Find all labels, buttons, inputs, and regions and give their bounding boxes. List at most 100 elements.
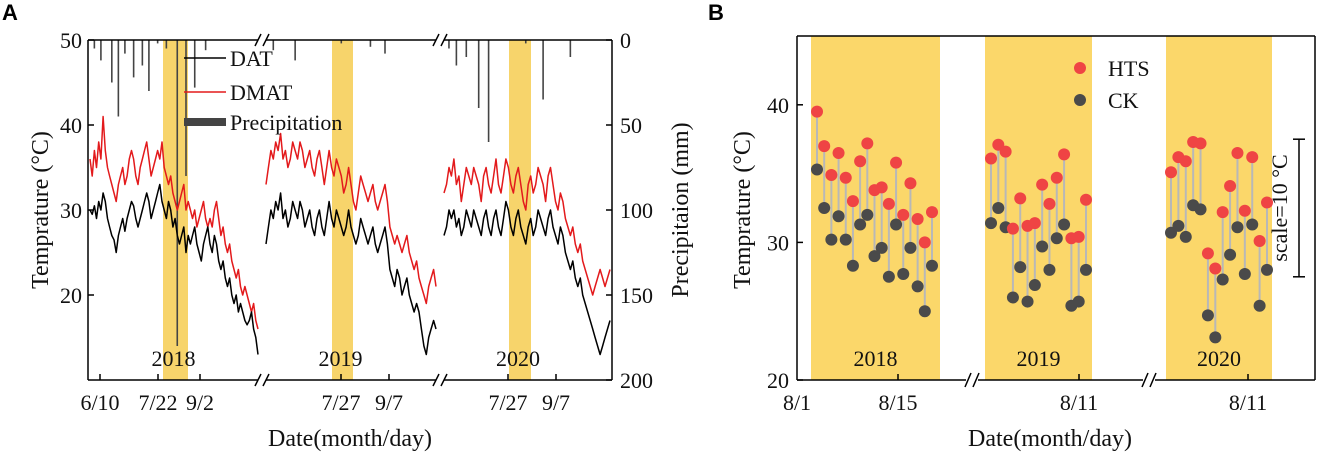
legend-swatch-ck — [1074, 94, 1086, 106]
ck-point — [1028, 279, 1041, 292]
y-tick-label-left: 20 — [60, 283, 82, 308]
hts-point — [882, 197, 895, 210]
year-label-2020: 2020 — [1197, 346, 1241, 371]
axis-break-mark — [262, 33, 270, 47]
hts-point — [1058, 148, 1071, 161]
hts-point — [839, 171, 852, 184]
dmat-line-2019 — [265, 132, 437, 305]
legend-label-dmat: DMAT — [230, 80, 293, 105]
highlight-period-2020 — [509, 40, 531, 380]
ck-point — [1246, 218, 1259, 231]
y-tick-label-right: 50 — [620, 113, 642, 138]
year-label-2020: 2020 — [496, 346, 540, 371]
ck-point — [818, 202, 831, 214]
x-tick-label: 7/27 — [321, 390, 360, 415]
x-tick-label: 9/7 — [375, 390, 403, 415]
ck-point — [1006, 291, 1019, 304]
ck-point — [1194, 203, 1207, 216]
ck-point — [1231, 221, 1244, 234]
hts-point — [897, 208, 910, 221]
ck-point — [890, 218, 903, 231]
year-label-2019: 2019 — [1017, 346, 1061, 371]
ck-point — [1179, 230, 1192, 243]
hts-point — [1238, 204, 1251, 217]
ck-point — [926, 259, 938, 272]
axis-break-mark — [972, 372, 980, 388]
ck-point — [985, 217, 997, 230]
hts-point — [1050, 171, 1063, 184]
hts-point — [832, 146, 845, 159]
hts-point — [1209, 262, 1222, 275]
legend-label-hts: HTS — [1108, 56, 1150, 81]
hts-point — [861, 137, 874, 150]
legend-label-dat: DAT — [230, 46, 273, 71]
axis-break-mark — [440, 373, 448, 387]
year-label-2019: 2019 — [319, 346, 363, 371]
ck-point — [1043, 263, 1056, 276]
y-axis-title-right: Precipitaion (mm) — [668, 122, 694, 297]
hts-point — [1246, 151, 1259, 164]
x-tick-label: 7/22 — [138, 390, 177, 415]
panel-label-b: B — [708, 0, 724, 25]
ck-point — [897, 268, 910, 281]
x-tick-label: 9/2 — [186, 390, 214, 415]
hts-point — [818, 140, 831, 153]
axis-break-mark — [432, 373, 440, 387]
y-tick-label: 40 — [767, 93, 789, 118]
ck-point — [882, 270, 895, 283]
axis-break-mark — [964, 372, 972, 388]
hts-point — [811, 105, 823, 118]
y-axis-title-left: Temprature (°C) — [28, 131, 54, 289]
ck-point — [1238, 268, 1251, 281]
x-tick-label: 8/11 — [1229, 390, 1267, 415]
hts-point — [1028, 217, 1041, 230]
x-tick-label: 7/27 — [488, 390, 527, 415]
ck-point — [1080, 263, 1092, 276]
scale-label: scale=10 °C — [1267, 154, 1292, 261]
ck-point — [1224, 248, 1237, 261]
hts-point — [1165, 166, 1177, 179]
hts-point — [1261, 196, 1273, 209]
hts-point — [926, 206, 938, 219]
axis-break-mark — [262, 373, 270, 387]
hts-point — [1231, 146, 1244, 159]
legend-swatch-precip — [184, 118, 226, 126]
year-label-2018: 2018 — [152, 346, 196, 371]
x-tick-label: 8/15 — [878, 390, 917, 415]
y-axis-title: Temprature (°C) — [730, 131, 756, 289]
dat-line-2019 — [265, 192, 437, 356]
hts-point — [1194, 137, 1207, 150]
y-tick-label-left: 30 — [60, 198, 82, 223]
hts-point — [846, 195, 859, 208]
axis-break-mark — [254, 373, 262, 387]
ck-point — [1216, 273, 1229, 286]
y-tick-label-left: 50 — [60, 28, 82, 53]
chart-panel-b: 20 30 40 8/1 8/15 2018 8/11 2019 8/11 2020 Date(mo… — [730, 35, 1316, 452]
x-tick-label: 8/11 — [1060, 390, 1098, 415]
hts-point — [854, 155, 867, 168]
hts-point — [1080, 193, 1092, 206]
hts-point — [1006, 222, 1019, 235]
dat-line-2018 — [89, 183, 259, 355]
axis-break-mark — [254, 33, 262, 47]
hts-point — [985, 152, 997, 165]
ck-point — [911, 280, 924, 293]
hts-point — [1224, 179, 1237, 192]
ck-point — [1201, 309, 1214, 322]
y-tick-label-right: 100 — [620, 198, 653, 223]
dat-line-2020 — [443, 200, 611, 356]
year-label-2018: 2018 — [854, 346, 898, 371]
hts-point — [911, 213, 924, 226]
x-axis-title: Date(month/day) — [968, 426, 1132, 452]
hts-point — [904, 177, 917, 190]
hts-point — [1014, 192, 1027, 205]
hts-point — [918, 236, 931, 249]
ck-point — [846, 259, 859, 272]
ck-point — [1253, 299, 1266, 312]
highlight-period-2019 — [332, 40, 353, 380]
y-tick-label-right: 150 — [620, 283, 653, 308]
ck-point — [1014, 261, 1027, 274]
chart-panel-a: 20 30 40 50 0 50 100 150 200 6/10 7/22 9/2 2018 7/27 9… — [28, 28, 694, 452]
ck-point — [1050, 232, 1063, 245]
x-tick-label: 9/7 — [542, 390, 570, 415]
